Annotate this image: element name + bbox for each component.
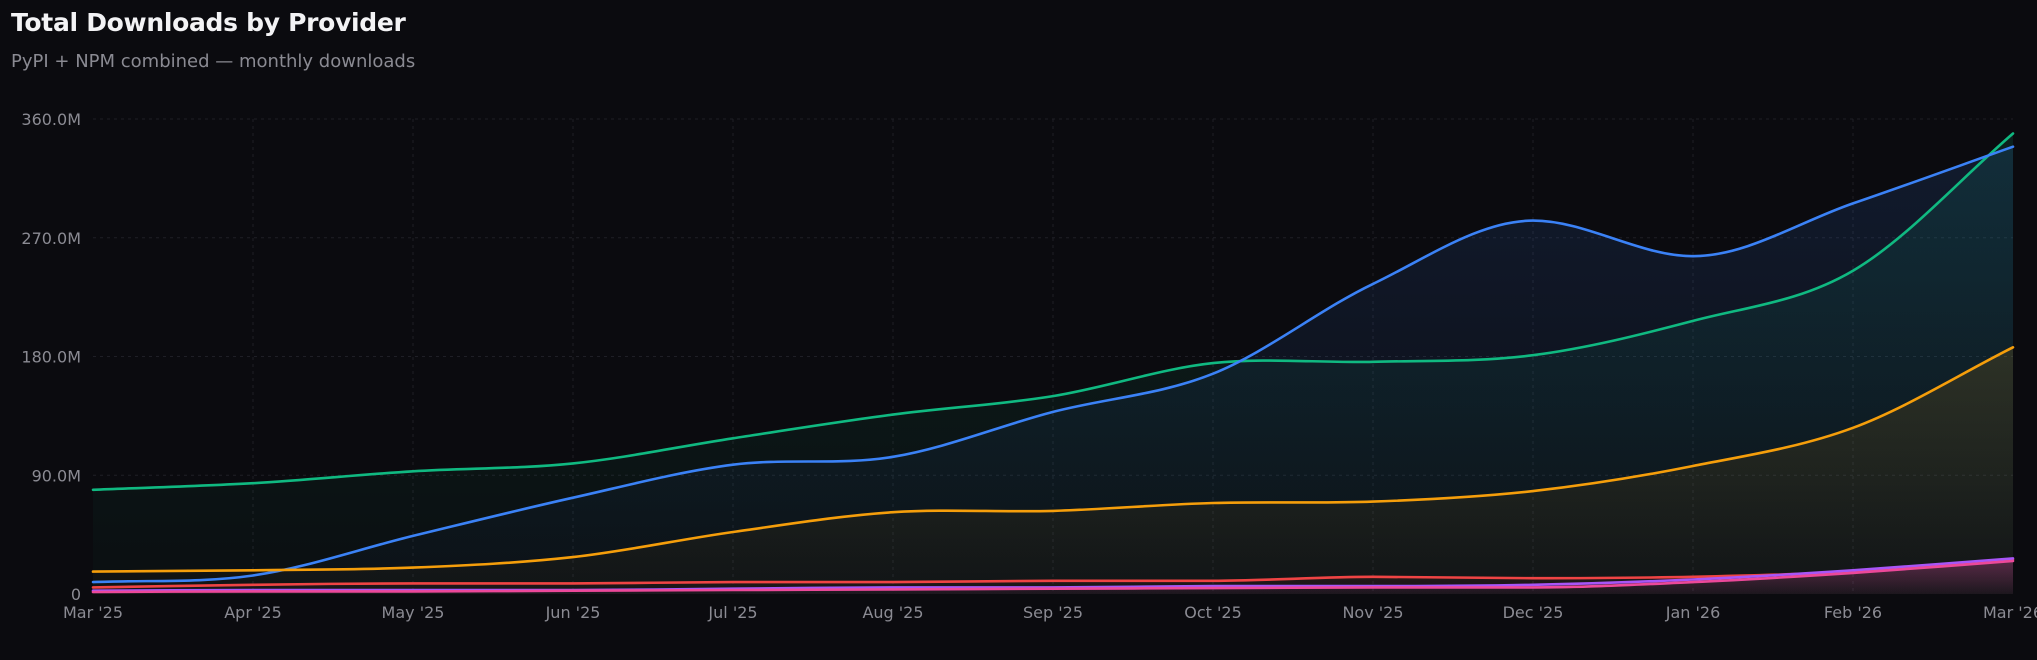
- area-layer: [93, 133, 2013, 594]
- y-tick-label: 270.0M: [21, 229, 81, 248]
- line-layer: [91, 132, 2015, 594]
- y-tick-label: 360.0M: [21, 110, 81, 129]
- y-tick-label: 90.0M: [32, 466, 81, 485]
- x-tick-label: Mar '26: [1983, 603, 2037, 622]
- series-area-1: [93, 146, 2013, 594]
- x-tick-label: Feb '26: [1824, 603, 1882, 622]
- series-area-5: [93, 561, 2013, 594]
- x-tick-label: Mar '25: [63, 603, 123, 622]
- chart-subtitle: PyPI + NPM combined — monthly downloads: [11, 51, 416, 72]
- series-area-2: [93, 347, 2013, 594]
- y-tick-label: 180.0M: [21, 348, 81, 367]
- chart-title: Total Downloads by Provider: [11, 8, 406, 37]
- axis-layer: 0 90.0M 180.0M 270.0M 360.0M Mar '25 Apr '25 Ma…: [21, 110, 2037, 622]
- x-tick-label: Jan '26: [1665, 603, 1721, 622]
- x-tick-label: Jun '25: [545, 603, 601, 622]
- x-tick-label: Nov '25: [1342, 603, 1403, 622]
- chart-header: Total Downloads by Provider PyPI + NPM c…: [11, 8, 415, 72]
- x-tick-label: Oct '25: [1184, 603, 1242, 622]
- series-line-1: [91, 145, 2015, 584]
- x-tick-label: Jul '25: [707, 603, 757, 622]
- y-tick-label: 0: [71, 585, 81, 604]
- x-tick-label: Dec '25: [1503, 603, 1564, 622]
- series-line-3: [91, 558, 2015, 589]
- series-line-5: [91, 559, 2015, 594]
- x-tick-label: Sep '25: [1023, 603, 1083, 622]
- x-tick-label: May '25: [382, 603, 445, 622]
- series-line-0: [91, 132, 2015, 492]
- x-tick-label: Aug '25: [862, 603, 923, 622]
- x-tick-label: Apr '25: [224, 603, 282, 622]
- series-line-2: [91, 346, 2015, 573]
